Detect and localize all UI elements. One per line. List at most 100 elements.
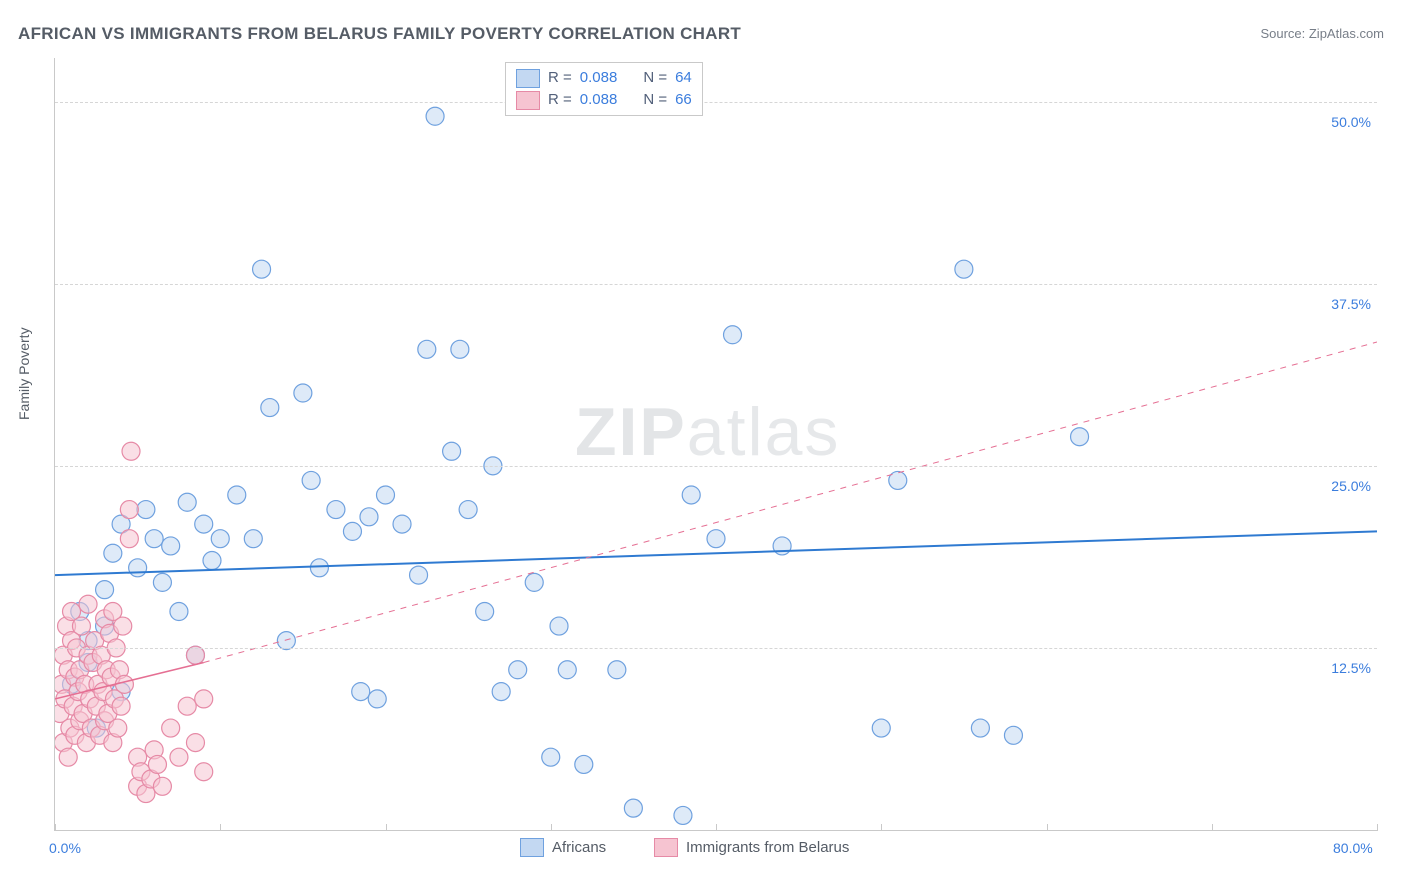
- scatter-point: [550, 617, 568, 635]
- legend-swatch: [520, 838, 544, 857]
- scatter-point: [178, 493, 196, 511]
- scatter-point: [104, 544, 122, 562]
- scatter-point: [115, 675, 133, 693]
- scatter-point: [59, 748, 77, 766]
- bottom-legend-item: Africans: [520, 838, 606, 857]
- chart-container: AFRICAN VS IMMIGRANTS FROM BELARUS FAMIL…: [0, 0, 1406, 892]
- scatter-point: [459, 501, 477, 519]
- scatter-point: [575, 755, 593, 773]
- legend-label: Africans: [552, 839, 606, 856]
- scatter-point: [492, 683, 510, 701]
- scatter-point: [137, 501, 155, 519]
- scatter-point: [148, 755, 166, 773]
- scatter-point: [153, 777, 171, 795]
- scatter-point: [327, 501, 345, 519]
- scatter-point: [114, 617, 132, 635]
- y-tick-label: 50.0%: [1331, 114, 1371, 130]
- scatter-point: [525, 573, 543, 591]
- scatter-point: [418, 340, 436, 358]
- scatter-point: [195, 690, 213, 708]
- y-axis-title: Family Poverty: [16, 327, 32, 420]
- legend-n-value: 66: [675, 89, 692, 111]
- scatter-point: [352, 683, 370, 701]
- scatter-point: [153, 573, 171, 591]
- scatter-point: [261, 399, 279, 417]
- chart-title: AFRICAN VS IMMIGRANTS FROM BELARUS FAMIL…: [18, 24, 741, 44]
- scatter-point: [96, 581, 114, 599]
- scatter-point: [410, 566, 428, 584]
- scatter-point: [109, 719, 127, 737]
- x-tick: [1047, 824, 1048, 831]
- legend-r-label: R =: [548, 89, 572, 111]
- bottom-legend-item: Immigrants from Belarus: [654, 838, 849, 857]
- scatter-point: [1071, 428, 1089, 446]
- scatter-point: [393, 515, 411, 533]
- legend-r-value: 0.088: [580, 89, 618, 111]
- scatter-point: [162, 719, 180, 737]
- scatter-point: [608, 661, 626, 679]
- gridline-h: [55, 284, 1377, 285]
- legend-label: Immigrants from Belarus: [686, 839, 849, 856]
- legend-top-row: R =0.088N =66: [516, 89, 692, 111]
- scatter-point: [162, 537, 180, 555]
- scatter-point: [451, 340, 469, 358]
- scatter-point: [542, 748, 560, 766]
- gridline-h: [55, 648, 1377, 649]
- scatter-point: [955, 260, 973, 278]
- scatter-point: [170, 748, 188, 766]
- legend-top: R =0.088N =64R =0.088N =66: [505, 62, 703, 116]
- x-tick: [220, 824, 221, 831]
- scatter-point: [145, 530, 163, 548]
- scatter-point: [294, 384, 312, 402]
- legend-swatch: [516, 69, 540, 88]
- scatter-point: [558, 661, 576, 679]
- x-tick: [716, 824, 717, 831]
- legend-r-value: 0.088: [580, 67, 618, 89]
- scatter-point: [360, 508, 378, 526]
- scatter-point: [211, 530, 229, 548]
- y-tick-label: 12.5%: [1331, 660, 1371, 676]
- scatter-point: [244, 530, 262, 548]
- y-tick-label: 37.5%: [1331, 296, 1371, 312]
- scatter-point: [203, 552, 221, 570]
- x-tick: [881, 824, 882, 831]
- scatter-point: [343, 522, 361, 540]
- scatter-point: [682, 486, 700, 504]
- x-tick-label: 80.0%: [1333, 840, 1373, 856]
- legend-n-value: 64: [675, 67, 692, 89]
- scatter-point: [872, 719, 890, 737]
- x-tick: [1377, 824, 1378, 831]
- scatter-point: [724, 326, 742, 344]
- plot-area: ZIPatlas 12.5%25.0%37.5%50.0%0.0%80.0%: [54, 58, 1377, 831]
- scatter-point: [112, 697, 130, 715]
- legend-top-row: R =0.088N =64: [516, 67, 692, 89]
- source-label: Source: ZipAtlas.com: [1260, 26, 1384, 41]
- scatter-point: [253, 260, 271, 278]
- legend-swatch: [654, 838, 678, 857]
- y-tick-label: 25.0%: [1331, 478, 1371, 494]
- scatter-point: [72, 617, 90, 635]
- scatter-point: [122, 442, 140, 460]
- legend-n-label: N =: [643, 67, 667, 89]
- scatter-point: [707, 530, 725, 548]
- x-tick-label: 0.0%: [49, 840, 81, 856]
- gridline-h: [55, 466, 1377, 467]
- scatter-point: [228, 486, 246, 504]
- scatter-point: [178, 697, 196, 715]
- legend-swatch: [516, 91, 540, 110]
- scatter-point: [1004, 726, 1022, 744]
- scatter-point: [443, 442, 461, 460]
- scatter-point: [509, 661, 527, 679]
- scatter-point: [195, 515, 213, 533]
- scatter-point: [186, 734, 204, 752]
- scatter-point: [129, 559, 147, 577]
- scatter-point: [674, 806, 692, 824]
- scatter-point: [79, 595, 97, 613]
- scatter-point: [426, 107, 444, 125]
- scatter-point: [120, 501, 138, 519]
- scatter-point: [170, 603, 188, 621]
- scatter-point: [476, 603, 494, 621]
- x-tick: [1212, 824, 1213, 831]
- x-tick: [55, 824, 56, 831]
- x-tick: [386, 824, 387, 831]
